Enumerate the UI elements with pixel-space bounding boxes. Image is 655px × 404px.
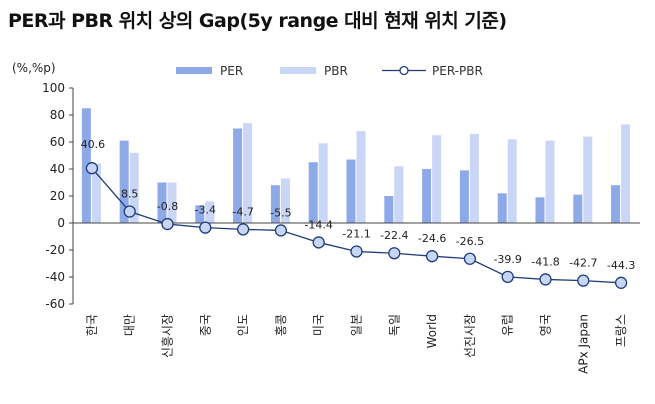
legend-swatch-per bbox=[176, 67, 212, 74]
bar-per bbox=[611, 185, 621, 223]
point-per-pbr-gap bbox=[236, 223, 250, 236]
x-category-label: 한국 bbox=[85, 314, 99, 336]
point-per-pbr-gap bbox=[123, 205, 136, 218]
bar-per bbox=[270, 185, 280, 223]
data-label-gap: -21.1 bbox=[342, 227, 370, 240]
bar-pbr bbox=[129, 152, 139, 223]
bar-per bbox=[384, 196, 394, 223]
bar-per bbox=[573, 194, 583, 223]
point-per-pbr-gap bbox=[312, 236, 325, 249]
legend-label-pbr: PBR bbox=[324, 64, 348, 78]
data-label-gap: 8.5 bbox=[121, 188, 139, 201]
legend-marker-gap bbox=[399, 65, 409, 76]
y-tick-label: -40 bbox=[45, 270, 65, 284]
data-label-gap: -44.3 bbox=[607, 259, 635, 272]
x-category-label: 신흥시장 bbox=[161, 314, 175, 358]
x-category-label: 홍콩 bbox=[274, 314, 288, 336]
bar-pbr bbox=[394, 166, 404, 223]
x-category-label: 선진시장 bbox=[463, 314, 477, 358]
point-per-pbr-gap bbox=[85, 162, 99, 175]
y-tick-label: 100 bbox=[42, 81, 65, 95]
data-label-gap: -41.8 bbox=[531, 255, 559, 268]
bar-pbr bbox=[621, 124, 631, 223]
y-tick-label: 20 bbox=[50, 189, 65, 203]
x-category-label: 프랑스 bbox=[614, 314, 628, 347]
point-per-pbr-gap bbox=[539, 273, 552, 286]
data-label-gap: -26.5 bbox=[456, 235, 484, 248]
chart-title: PER과 PBR 위치 상의 Gap(5y range 대비 현재 위치 기준) bbox=[8, 10, 507, 32]
legend-swatch-pbr bbox=[280, 67, 316, 74]
data-label-gap: -22.4 bbox=[380, 229, 408, 242]
bar-per bbox=[308, 162, 318, 223]
bar-per bbox=[422, 169, 432, 223]
y-tick-label: 80 bbox=[50, 108, 65, 122]
data-label-gap: -5.5 bbox=[270, 206, 291, 219]
point-per-pbr-gap bbox=[161, 217, 174, 231]
point-per-pbr-gap bbox=[199, 221, 212, 234]
bar-pbr bbox=[318, 143, 328, 223]
point-per-pbr-gap bbox=[614, 276, 628, 289]
bar-pbr bbox=[432, 135, 442, 223]
bar-per bbox=[459, 170, 469, 223]
x-category-label: 독일 bbox=[387, 314, 401, 336]
legend-label-gap: PER-PBR bbox=[432, 64, 483, 78]
bar-pbr bbox=[91, 163, 101, 223]
y-axis-unit: (%,%p) bbox=[12, 61, 56, 75]
bar-per bbox=[195, 205, 205, 223]
bar-per bbox=[119, 140, 129, 223]
point-per-pbr-gap bbox=[425, 250, 439, 263]
bar-pbr bbox=[167, 182, 177, 223]
x-category-label: 대만 bbox=[123, 314, 137, 336]
legend-label-per: PER bbox=[220, 64, 243, 78]
bar-per bbox=[497, 193, 507, 223]
x-category-label: 미국 bbox=[312, 314, 326, 336]
bar-pbr bbox=[205, 201, 215, 223]
point-per-pbr-gap bbox=[388, 247, 401, 260]
y-tick-label: 40 bbox=[50, 162, 65, 176]
data-label-gap: -39.9 bbox=[493, 253, 521, 266]
bar-pbr bbox=[469, 133, 479, 223]
y-tick-label: -20 bbox=[45, 243, 65, 257]
data-label-gap: -3.4 bbox=[195, 204, 216, 217]
x-category-label: 인도 bbox=[236, 314, 250, 336]
point-per-pbr-gap bbox=[577, 274, 590, 287]
x-category-label: 영국 bbox=[539, 314, 553, 336]
bar-pbr bbox=[356, 131, 366, 223]
bar-pbr bbox=[280, 178, 290, 223]
bar-pbr bbox=[243, 123, 253, 223]
bar-per bbox=[346, 159, 356, 223]
x-category-label: 중국 bbox=[198, 314, 212, 336]
x-category-label: World bbox=[425, 314, 439, 348]
bar-per bbox=[535, 197, 545, 223]
data-label-gap: -14.4 bbox=[304, 218, 332, 231]
data-label-gap: -42.7 bbox=[569, 257, 597, 270]
point-per-pbr-gap bbox=[350, 245, 363, 258]
y-tick-label: 60 bbox=[50, 135, 65, 149]
y-tick-label: 0 bbox=[57, 216, 65, 230]
data-label-gap: -0.8 bbox=[157, 200, 178, 213]
x-category-label: APx Japan bbox=[576, 314, 590, 374]
bar-per bbox=[233, 128, 243, 223]
bar-per bbox=[157, 182, 167, 223]
point-per-pbr-gap bbox=[501, 270, 514, 284]
bar-pbr bbox=[583, 136, 593, 223]
point-per-pbr-gap bbox=[463, 252, 477, 265]
point-per-pbr-gap bbox=[274, 224, 288, 237]
data-label-gap: -24.6 bbox=[418, 232, 446, 245]
data-label-gap: 40.6 bbox=[81, 138, 106, 151]
x-category-label: 유럽 bbox=[501, 314, 515, 336]
x-category-label: 일본 bbox=[350, 314, 364, 336]
bar-pbr bbox=[507, 139, 517, 223]
y-tick-label: -60 bbox=[45, 297, 65, 311]
data-label-gap: -4.7 bbox=[232, 205, 253, 218]
bar-pbr bbox=[545, 140, 555, 223]
